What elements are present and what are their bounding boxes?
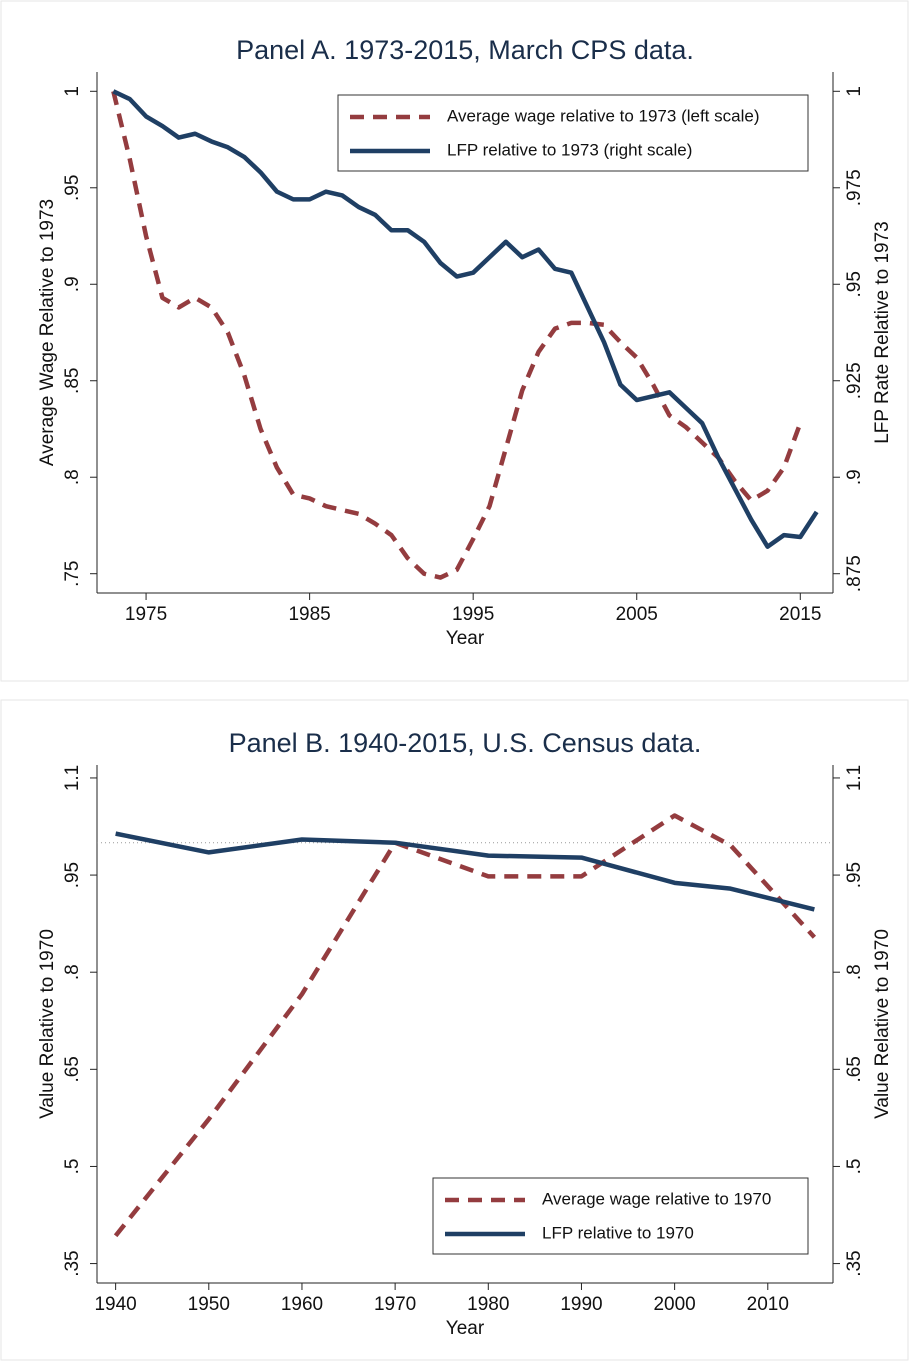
y-tick-label: .9 bbox=[62, 276, 83, 292]
y-axis-title: Average Wage Relative to 1973 bbox=[37, 199, 58, 466]
line-series bbox=[112, 89, 819, 549]
x-tick-label: 1980 bbox=[467, 1294, 509, 1315]
panel-frame bbox=[0, 699, 909, 1361]
y-tick-label: .8 bbox=[62, 469, 83, 485]
x-tick-label: 2005 bbox=[616, 604, 658, 625]
y-axis-title: Value Relative to 1970 bbox=[37, 929, 58, 1119]
x-axis-title: Year bbox=[446, 628, 485, 649]
x-tick-label: 2010 bbox=[747, 1294, 789, 1315]
y2-tick-label: .875 bbox=[844, 555, 865, 592]
y2-axis-title: LFP Rate Relative to 1973 bbox=[872, 221, 893, 444]
y-tick-label: 1.1 bbox=[62, 765, 83, 791]
legend-box bbox=[432, 1177, 809, 1255]
line-series bbox=[115, 831, 815, 912]
y-tick-label: .95 bbox=[62, 862, 83, 888]
y2-tick-label: .925 bbox=[844, 362, 865, 399]
y2-tick-label: .65 bbox=[844, 1056, 865, 1082]
x-tick-label: 1970 bbox=[374, 1294, 416, 1315]
y-tick-label: .5 bbox=[62, 1159, 83, 1175]
legend-box bbox=[337, 94, 809, 172]
x-tick-label: 1990 bbox=[560, 1294, 602, 1315]
chart-title: Panel A. 1973-2015, March CPS data. bbox=[236, 35, 694, 65]
legend-label: LFP relative to 1973 (right scale) bbox=[447, 140, 692, 159]
y2-tick-label: .5 bbox=[844, 1159, 865, 1175]
y2-tick-label: .95 bbox=[844, 862, 865, 888]
y2-axis-title: Value Relative to 1970 bbox=[872, 929, 893, 1119]
line-series bbox=[113, 813, 817, 1238]
y-tick-label: .8 bbox=[62, 964, 83, 980]
y-tick-label: .95 bbox=[62, 175, 83, 201]
x-tick-label: 1960 bbox=[281, 1294, 323, 1315]
y2-tick-label: .8 bbox=[844, 964, 865, 980]
y2-tick-label: .95 bbox=[844, 271, 865, 297]
y-tick-label: .75 bbox=[62, 560, 83, 586]
line-series bbox=[111, 90, 803, 580]
panel-frame bbox=[0, 0, 909, 682]
legend-label: Average wage relative to 1973 (left scal… bbox=[447, 106, 759, 125]
y2-tick-label: 1.1 bbox=[844, 765, 865, 791]
y-tick-label: 1 bbox=[62, 86, 83, 97]
y2-tick-label: .975 bbox=[844, 169, 865, 206]
y2-tick-label: .9 bbox=[844, 469, 865, 485]
x-tick-label: 1950 bbox=[188, 1294, 230, 1315]
x-tick-label: 1975 bbox=[125, 604, 167, 625]
y2-tick-label: .35 bbox=[844, 1250, 865, 1276]
x-tick-label: 2015 bbox=[779, 604, 821, 625]
chart-title: Panel B. 1940-2015, U.S. Census data. bbox=[229, 728, 702, 758]
x-tick-label: 1940 bbox=[94, 1294, 136, 1315]
x-tick-label: 1985 bbox=[288, 604, 330, 625]
y-tick-label: .85 bbox=[62, 368, 83, 394]
y-tick-label: .65 bbox=[62, 1056, 83, 1082]
x-axis-title: Year bbox=[446, 1318, 485, 1339]
y2-tick-label: 1 bbox=[844, 86, 865, 97]
x-tick-label: 2000 bbox=[653, 1294, 695, 1315]
legend-label: Average wage relative to 1970 bbox=[542, 1189, 771, 1208]
y-tick-label: .35 bbox=[62, 1250, 83, 1276]
x-tick-label: 1995 bbox=[452, 604, 494, 625]
legend-label: LFP relative to 1970 bbox=[542, 1223, 694, 1242]
